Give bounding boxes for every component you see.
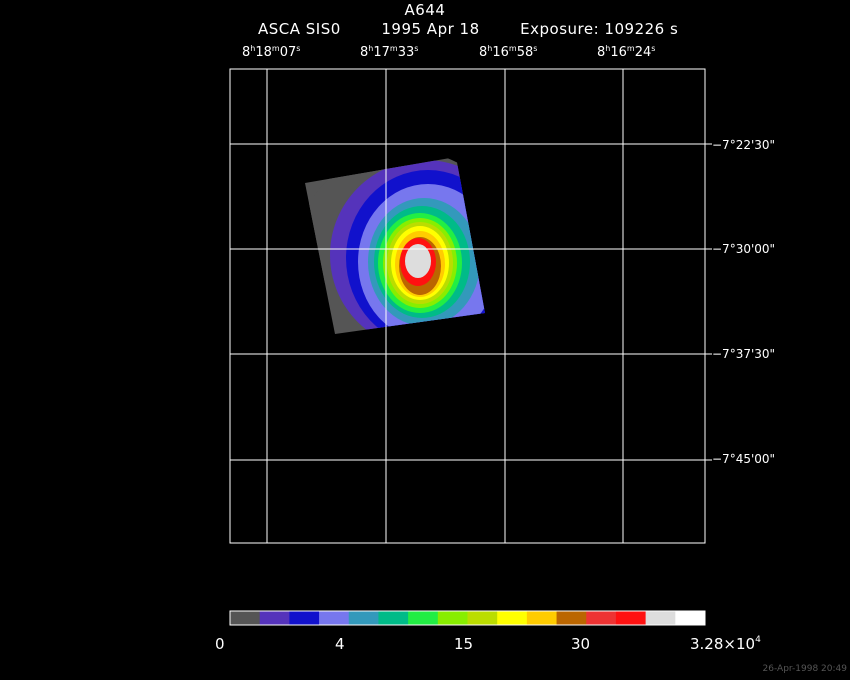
date-label: 1995 Apr 18: [381, 20, 480, 38]
colorbar-swatch: [259, 611, 290, 625]
image-title: A644: [404, 1, 446, 19]
colorbar-frame: [229, 610, 706, 626]
dec-label-2: −7°30'00": [712, 242, 776, 256]
plot-frame: [229, 68, 706, 544]
exposure-label: Exposure: 109226 s: [520, 20, 679, 38]
colorbar-label-30: 30: [571, 635, 591, 653]
dec-ticks: [705, 143, 712, 461]
colorbar-label-0: 0: [215, 635, 225, 653]
colorbar-swatch: [408, 611, 439, 625]
dec-grid-lines: [230, 143, 705, 461]
ra-label-1: 8h18m07s: [242, 44, 301, 60]
colorbar-swatch: [289, 611, 320, 625]
colorbar-swatch: [586, 611, 617, 625]
dec-label-1: −7°22'30": [712, 138, 776, 152]
dec-label-4: −7°45'00": [712, 452, 776, 466]
level-core: [405, 244, 431, 278]
colorbar-swatch: [526, 611, 558, 625]
colorbar-swatch: [437, 611, 468, 625]
colorbar-swatch: [497, 611, 528, 625]
colorbar-swatch: [645, 611, 676, 625]
colorbar-label-max: 3.28×104: [690, 635, 761, 653]
colorbar-swatch: [230, 611, 261, 625]
instrument-label: ASCA SIS0: [258, 20, 341, 38]
dec-label-3: −7°37'30": [712, 347, 776, 361]
colorbar-swatch: [378, 611, 409, 625]
ra-label-2: 8h17m33s: [360, 44, 419, 60]
ra-label-3: 8h16m58s: [479, 44, 538, 60]
colorbar: [230, 611, 706, 625]
colorbar-swatch: [615, 611, 647, 625]
x-ray-image: [305, 157, 485, 334]
colorbar-label-4: 4: [335, 635, 345, 653]
colorbar-swatch: [675, 611, 706, 625]
image-subtitle: ASCA SIS0 1995 Apr 18 Exposure: 109226 s: [258, 20, 678, 38]
colorbar-label-15: 15: [454, 635, 474, 653]
colorbar-swatch: [556, 611, 587, 625]
colorbar-swatch: [467, 611, 498, 625]
ra-grid-lines: [266, 69, 624, 543]
ra-label-4: 8h16m24s: [597, 44, 656, 60]
timestamp: 26-Apr-1998 20:49: [762, 664, 847, 674]
colorbar-swatch: [319, 611, 350, 625]
colorbar-swatch: [348, 611, 379, 625]
